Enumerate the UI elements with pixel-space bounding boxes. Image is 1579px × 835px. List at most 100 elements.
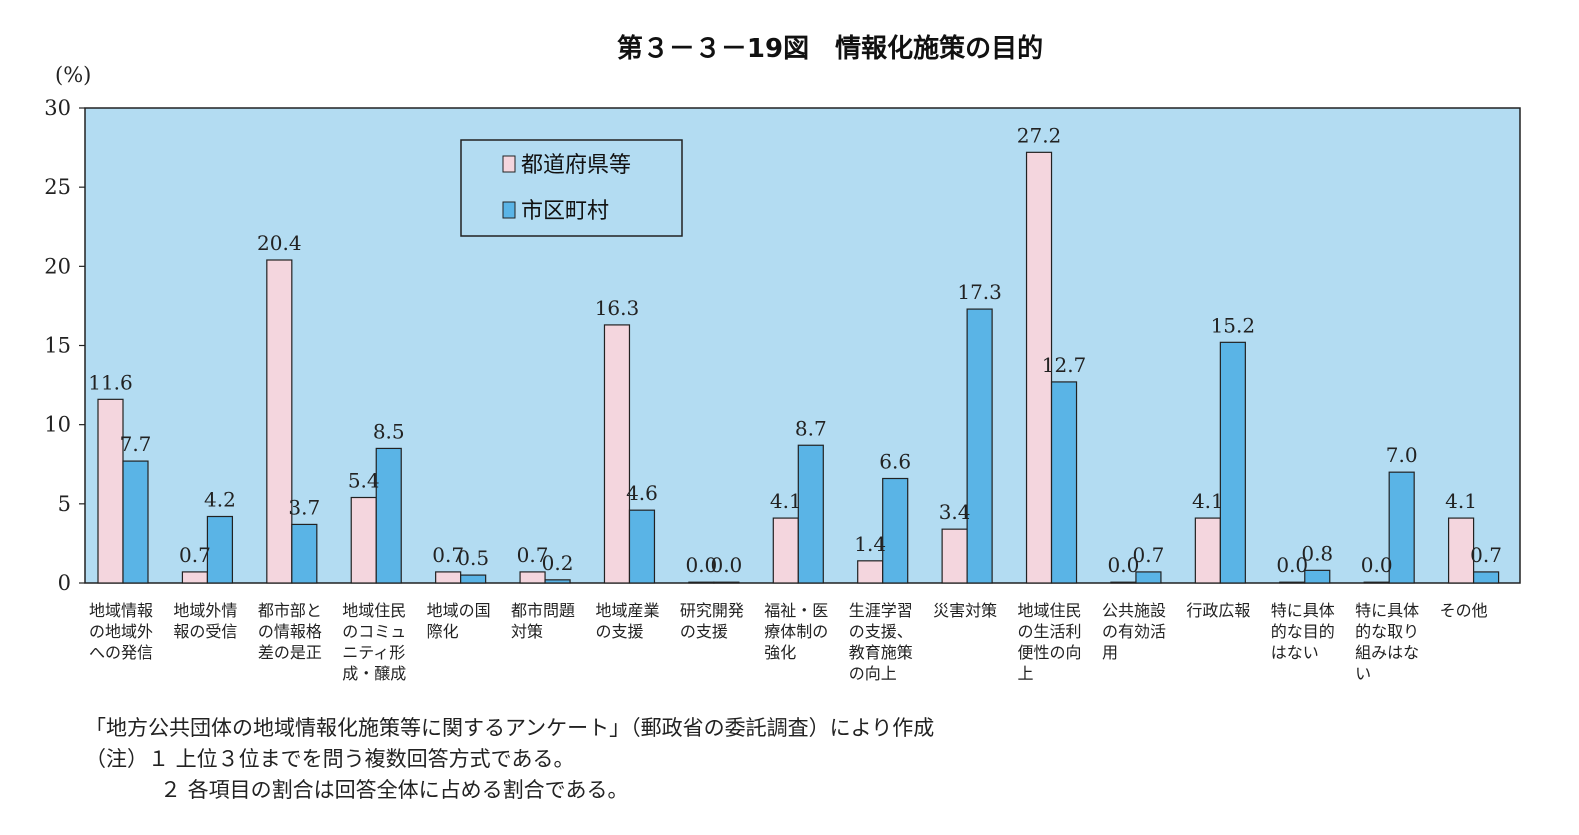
bar-municipal bbox=[1135, 571, 1162, 584]
value-label: 8.7 bbox=[795, 416, 827, 440]
value-label: 0.7 bbox=[432, 543, 464, 567]
category-label-line: い bbox=[1355, 664, 1371, 683]
value-labels: 11.67.70.74.220.43.75.48.50.70.5 0.70.216… bbox=[88, 123, 1502, 577]
category-label-line: の支援 bbox=[680, 622, 728, 641]
category-label-line: 地域住民 bbox=[342, 601, 406, 620]
bar-prefecture bbox=[1194, 517, 1221, 584]
value-label: 15.2 bbox=[1211, 313, 1256, 337]
value-label: 1.4 bbox=[854, 532, 886, 556]
bar-prefecture bbox=[688, 581, 715, 584]
bar-municipal bbox=[882, 477, 909, 584]
y-tick-label: 30 bbox=[44, 96, 71, 120]
bar-municipal bbox=[1304, 569, 1331, 584]
category-label-line: 教育施策 bbox=[849, 643, 913, 662]
category-label: 行政広報 bbox=[1186, 601, 1250, 620]
category-label-line: 研究開発 bbox=[680, 601, 744, 620]
value-label: 11.6 bbox=[88, 370, 133, 394]
value-label: 0.0 bbox=[1361, 553, 1393, 577]
value-label: 6.6 bbox=[879, 450, 911, 474]
bar-municipal bbox=[1219, 341, 1246, 584]
bar-municipal bbox=[544, 579, 571, 584]
value-label: 0.0 bbox=[685, 553, 717, 577]
y-tick-label: 10 bbox=[44, 413, 71, 437]
category-label-line: 報の受信 bbox=[173, 622, 237, 641]
category-label-line: の有効活 bbox=[1102, 622, 1166, 641]
category-label-line: その他 bbox=[1440, 601, 1488, 620]
value-label: 4.6 bbox=[626, 481, 658, 505]
category-label-line: 便性の向 bbox=[1018, 643, 1082, 662]
bar-prefecture bbox=[519, 571, 546, 584]
bar-prefecture bbox=[941, 528, 968, 584]
bar-municipal bbox=[1050, 381, 1078, 584]
category-label-line: 生涯学習 bbox=[849, 601, 913, 620]
value-label: 0.5 bbox=[457, 546, 489, 570]
category-label-line: 特に具体 bbox=[1271, 601, 1335, 620]
value-label: 0.7 bbox=[517, 543, 549, 567]
bar-prefecture bbox=[1447, 517, 1475, 584]
bar-municipal bbox=[1472, 571, 1500, 584]
category-label-line: 地域住民 bbox=[1018, 601, 1082, 620]
category-label-line: 福祉・医 bbox=[764, 601, 828, 620]
value-label: 0.7 bbox=[1470, 543, 1502, 567]
bar-municipal bbox=[122, 460, 149, 584]
y-axis-unit: (%) bbox=[55, 63, 91, 87]
notes: 「地方公共団体の地域情報化施策等に関するアンケート」（郵政省の委託調査）により作… bbox=[85, 713, 934, 806]
category-label-line: 都市部と bbox=[258, 601, 322, 620]
legend-box bbox=[460, 139, 683, 237]
bar-prefecture bbox=[1025, 151, 1053, 584]
bar-prefecture bbox=[1110, 581, 1137, 584]
note-2: ２ 各項目の割合は回答全体に占める割合である。 bbox=[160, 778, 629, 802]
bar-municipal bbox=[460, 574, 487, 584]
bar-municipal bbox=[713, 581, 740, 584]
bars bbox=[97, 151, 1500, 584]
value-label: 0.0 bbox=[1108, 553, 1140, 577]
value-label: 3.4 bbox=[939, 500, 971, 524]
value-label: 7.7 bbox=[120, 432, 152, 456]
category-label-line: の支援 bbox=[595, 622, 643, 641]
source-note: 「地方公共団体の地域情報化施策等に関するアンケート」（郵政省の委託調査）により作… bbox=[85, 716, 935, 740]
category-label-line: 地域産業 bbox=[595, 601, 659, 620]
category-label: 災害対策 bbox=[933, 601, 997, 620]
bar-municipal bbox=[628, 509, 656, 584]
y-tick-label: 0 bbox=[58, 571, 71, 595]
value-label: 12.7 bbox=[1042, 353, 1087, 377]
category-label-line: 的な取り bbox=[1355, 622, 1419, 641]
value-label: 0.0 bbox=[710, 553, 742, 577]
category-label-line: 災害対策 bbox=[933, 601, 997, 620]
y-tick-label: 20 bbox=[44, 254, 71, 278]
legend-label-municipal: 市区町村 bbox=[521, 199, 609, 224]
value-label: 17.3 bbox=[957, 280, 1002, 304]
category-label-line: の地域外 bbox=[89, 622, 153, 641]
category-label-line: はない bbox=[1271, 643, 1319, 662]
bar-municipal bbox=[291, 523, 318, 584]
value-label: 3.7 bbox=[288, 495, 320, 519]
category-label-line: 特に具体 bbox=[1355, 601, 1419, 620]
bar-municipal bbox=[966, 308, 993, 584]
category-label-line: 行政広報 bbox=[1186, 601, 1250, 620]
category-label: その他 bbox=[1440, 601, 1488, 620]
value-label: 0.7 bbox=[1133, 543, 1165, 567]
value-label: 0.0 bbox=[1276, 553, 1308, 577]
category-label-line: 際化 bbox=[427, 622, 459, 641]
bar-municipal bbox=[375, 447, 402, 584]
value-label: 4.2 bbox=[204, 488, 236, 512]
value-label: 4.1 bbox=[770, 489, 802, 513]
value-label: 4.1 bbox=[1192, 489, 1224, 513]
bar-municipal bbox=[206, 515, 234, 584]
bar-prefecture bbox=[857, 560, 884, 584]
category-label-line: 地域外情 bbox=[173, 601, 237, 620]
category-label-line: の生活利 bbox=[1018, 622, 1082, 641]
bar-prefecture bbox=[1363, 581, 1390, 584]
category-label-line: のコミュ bbox=[342, 622, 406, 641]
